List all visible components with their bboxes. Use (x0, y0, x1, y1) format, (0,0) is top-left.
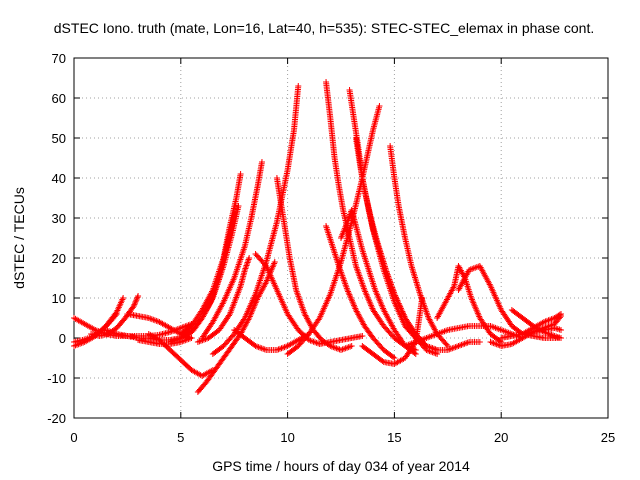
y-tick-label: 50 (52, 131, 66, 146)
data-point (237, 171, 244, 177)
y-tick-label: 10 (52, 291, 66, 306)
y-tick-label: 20 (52, 251, 66, 266)
data-points (71, 79, 565, 395)
data-point (348, 343, 355, 349)
data-point (412, 351, 419, 357)
data-point (132, 300, 139, 307)
data-point (132, 298, 139, 305)
data-point (133, 297, 140, 304)
data-point (315, 316, 322, 323)
data-point (376, 103, 383, 109)
series-15 (252, 251, 366, 347)
series-22 (346, 87, 419, 341)
data-point (390, 354, 397, 360)
series-23 (352, 135, 441, 357)
data-point (133, 295, 140, 302)
data-point (134, 294, 141, 301)
series-19 (323, 79, 419, 353)
y-tick-label: 30 (52, 211, 66, 226)
y-tick-label: -20 (47, 411, 66, 426)
data-point (206, 300, 213, 307)
data-point (271, 259, 278, 265)
x-tick-label: 5 (177, 430, 184, 445)
series-9 (177, 171, 244, 337)
data-point (240, 316, 247, 323)
x-axis-label: GPS time / hours of day 034 of year 2014 (212, 458, 470, 474)
series-27 (402, 323, 483, 353)
data-point (359, 333, 366, 339)
series-7 (145, 331, 216, 379)
y-tick-label: -10 (47, 371, 66, 386)
data-point (262, 280, 269, 287)
data-point (246, 255, 253, 261)
data-point (135, 293, 142, 299)
data-point (258, 159, 265, 165)
plot-frame (73, 57, 609, 419)
x-tick-label: 10 (280, 430, 294, 445)
data-point (120, 295, 127, 301)
data-point (411, 350, 418, 356)
y-axis-label: dSTEC / TECUs (11, 187, 27, 289)
data-point (476, 339, 483, 345)
axis-ticks: 0 5 10 15 20 25 -20 -10 0 10 20 30 40 50 60 70 (47, 51, 615, 445)
series-12 (199, 159, 265, 341)
series-13 (194, 255, 253, 345)
y-tick-label: 40 (52, 171, 66, 186)
y-tick-label: 60 (52, 91, 66, 106)
data-point (391, 355, 398, 361)
data-point (231, 211, 238, 217)
data-point (379, 358, 386, 364)
data-point (130, 303, 137, 309)
data-point (225, 312, 232, 319)
y-tick-label: 70 (52, 51, 66, 66)
data-point (235, 203, 242, 209)
data-point (419, 295, 426, 301)
chart-title: dSTEC Iono. truth (mate, Lon=16, Lat=40,… (54, 20, 594, 36)
y-tick-label: 0 (59, 331, 66, 346)
x-tick-label: 25 (601, 430, 615, 445)
series-8 (194, 259, 278, 395)
data-point (188, 335, 195, 341)
series-17 (273, 175, 355, 353)
data-point (295, 83, 302, 89)
series-11 (182, 211, 238, 341)
x-tick-label: 20 (494, 430, 508, 445)
x-tick-label: 0 (70, 430, 77, 445)
data-point (131, 301, 138, 308)
series-20 (323, 223, 398, 361)
grid (74, 58, 608, 418)
x-tick-label: 15 (387, 430, 401, 445)
data-point (443, 341, 450, 348)
